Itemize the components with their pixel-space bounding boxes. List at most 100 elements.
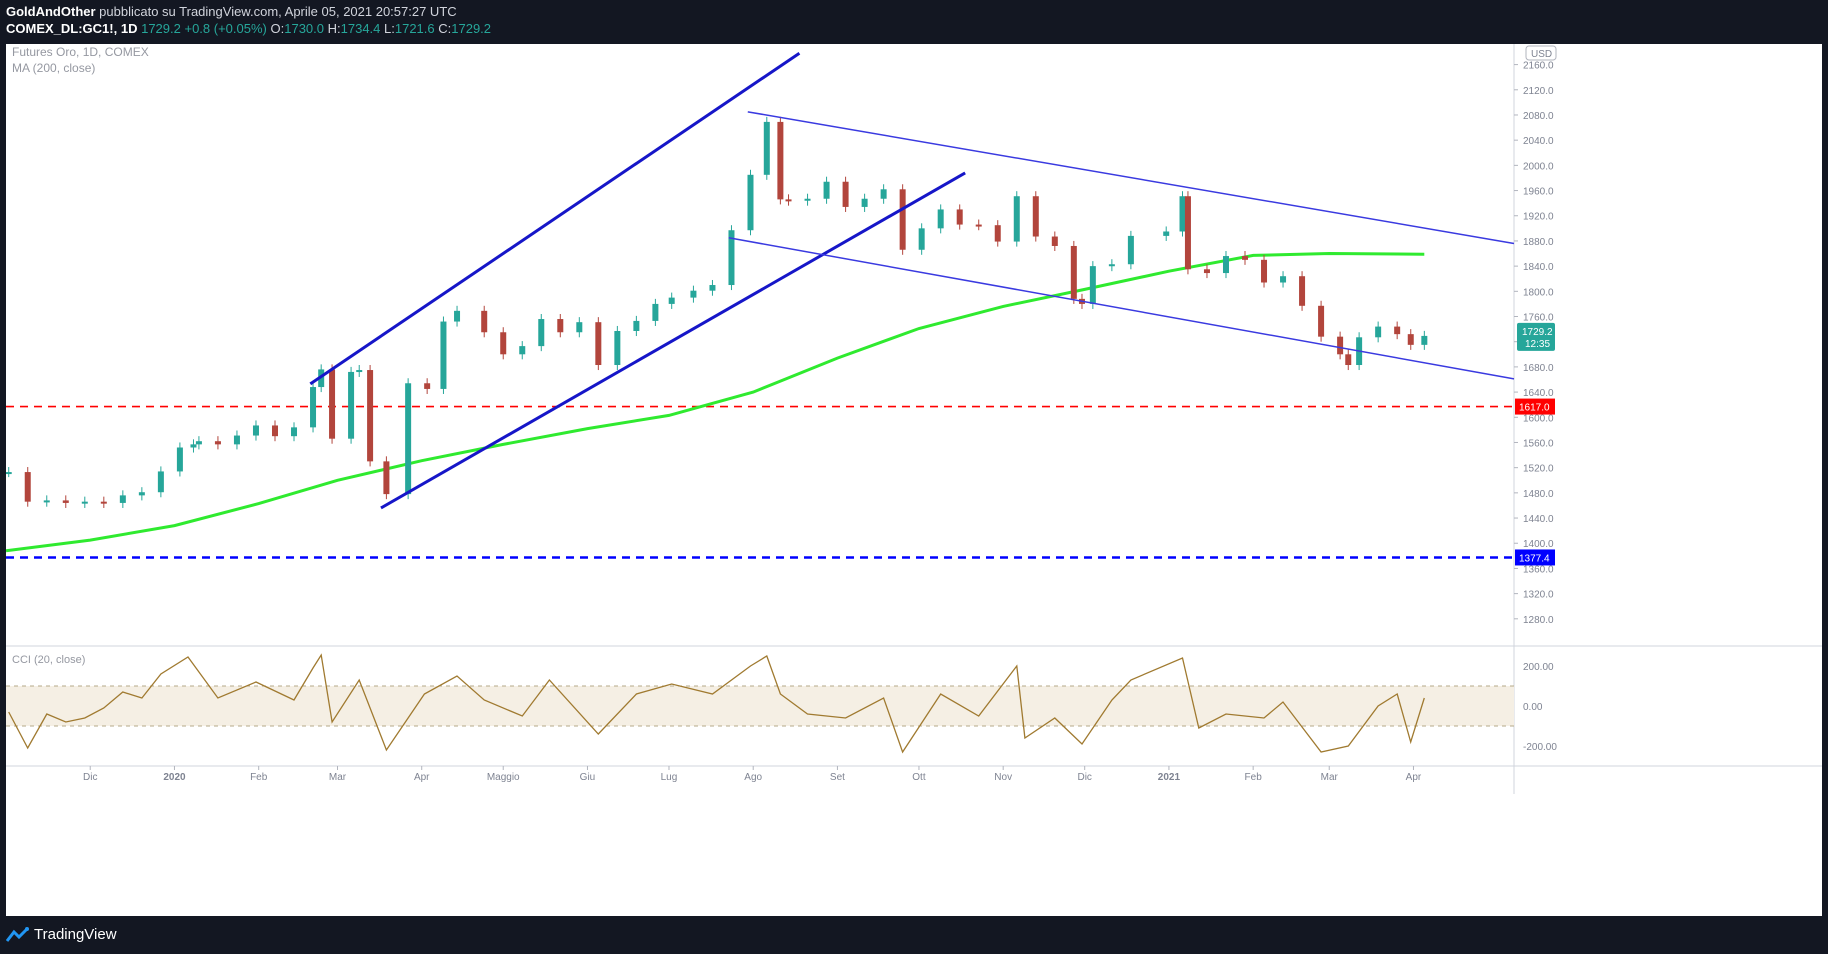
- footer-bar: TradingView: [0, 916, 1828, 954]
- candle-body: [1184, 196, 1191, 270]
- candle-body: [1089, 266, 1096, 304]
- price-tick-label: 1400.0: [1523, 539, 1554, 550]
- candle-body: [405, 383, 412, 495]
- candle-body: [1394, 326, 1401, 335]
- cci-tick-label: 200.00: [1523, 662, 1554, 673]
- horizontal-level-label: 1617.0: [1519, 403, 1550, 414]
- candle-body: [880, 189, 887, 199]
- time-tick-label: Feb: [250, 772, 268, 783]
- candle-body: [100, 501, 107, 504]
- symbol-label: COMEX_DL:GC1!, 1D: [6, 21, 138, 36]
- chart-title: Futures Oro, 1D, COMEX: [12, 45, 149, 59]
- candle-body: [1127, 235, 1134, 265]
- close-value: 1729.2: [451, 21, 492, 36]
- time-tick-label: Nov: [994, 772, 1012, 783]
- price-tick-label: 1320.0: [1523, 590, 1554, 601]
- candle-body: [1179, 196, 1186, 232]
- candle-body: [310, 387, 317, 428]
- brand-name[interactable]: TradingView: [34, 926, 117, 943]
- price-tick-label: 1520.0: [1523, 464, 1554, 475]
- candle-body: [709, 285, 716, 291]
- candle-body: [424, 383, 431, 389]
- candle-body: [214, 441, 221, 445]
- trendline: [309, 52, 801, 386]
- candle-body: [1421, 335, 1428, 345]
- candle-body: [804, 198, 811, 201]
- price-tick-label: 1880.0: [1523, 237, 1554, 248]
- ohlc-line: COMEX_DL:GC1!, 1D 1729.2 +0.8 (+0.05%) O…: [6, 20, 491, 38]
- candle-body: [668, 297, 675, 304]
- last-price-badge: [1517, 322, 1555, 351]
- trendline: [380, 171, 966, 510]
- time-tick-label: Giu: [580, 772, 596, 783]
- candle-body: [43, 500, 50, 503]
- candle-body: [557, 319, 564, 333]
- publish-line: GoldAndOther pubblicato su TradingView.c…: [6, 3, 457, 21]
- cci-line: [8, 653, 1425, 754]
- time-tick-label: Ago: [744, 772, 762, 783]
- price-tick-label: 2120.0: [1523, 86, 1554, 97]
- candle-body: [633, 320, 640, 331]
- candle-body: [138, 492, 145, 496]
- horizontal-level-badge: [1515, 398, 1555, 415]
- price-tick-label: 1960.0: [1523, 187, 1554, 198]
- candle-body: [1337, 336, 1344, 355]
- price-tick-label: 1840.0: [1523, 262, 1554, 273]
- candle-body: [1032, 196, 1039, 237]
- price-tick-label: 1360.0: [1523, 564, 1554, 575]
- price-chart-svg[interactable]: 1280.0 1320.0 1360.0 1400.0 1440.0 1480.0 1520…: [5, 44, 1822, 916]
- candle-body: [956, 209, 963, 225]
- candle-body: [1318, 305, 1325, 337]
- candle-body: [652, 303, 659, 321]
- cci-legend: CCI (20, close): [12, 654, 85, 666]
- candle-body: [62, 500, 69, 503]
- cci-band: [6, 686, 1514, 726]
- candle-body: [1222, 256, 1229, 274]
- time-tick-label: Set: [830, 772, 845, 783]
- ma-legend: MA (200, close): [12, 61, 95, 75]
- candle-body: [233, 435, 240, 445]
- candle-body: [190, 444, 197, 448]
- candle-body: [5, 472, 12, 475]
- time-tick-label: Feb: [1245, 772, 1263, 783]
- candle-body: [440, 321, 447, 389]
- candle-body: [975, 224, 982, 227]
- candle-body: [785, 199, 792, 202]
- candle-body: [747, 174, 754, 231]
- price-tick-label: 2000.0: [1523, 161, 1554, 172]
- candle-body: [994, 225, 1001, 242]
- price-tick-label: 2080.0: [1523, 111, 1554, 122]
- price-tick-label: 1480.0: [1523, 489, 1554, 500]
- candle-body: [823, 181, 830, 199]
- candle-body: [595, 322, 602, 366]
- candle-body: [367, 370, 374, 462]
- candle-body: [1070, 245, 1077, 299]
- price-tick-label: 1920.0: [1523, 212, 1554, 223]
- price-tick-label: 1800.0: [1523, 287, 1554, 298]
- candle-body: [1261, 259, 1268, 283]
- candle-body: [1407, 334, 1414, 345]
- chart-area[interactable]: 1280.0 1320.0 1360.0 1400.0 1440.0 1480.0 1520…: [5, 44, 1822, 916]
- price-tick-label: 1600.0: [1523, 413, 1554, 424]
- countdown-label: 12:35: [1525, 339, 1550, 350]
- trendline: [747, 111, 1515, 245]
- candle-body: [252, 425, 259, 436]
- candle-body: [842, 181, 849, 207]
- author-name[interactable]: GoldAndOther: [6, 4, 96, 19]
- ma200-line: [5, 251, 1425, 553]
- price-tick-label: 2040.0: [1523, 136, 1554, 147]
- price-tick-label: 2160.0: [1523, 61, 1554, 72]
- time-tick-label: Apr: [414, 772, 430, 783]
- tradingview-logo-icon[interactable]: [6, 927, 30, 943]
- candle-body: [119, 495, 126, 503]
- publish-info: pubblicato su TradingView.com, Aprile 05…: [99, 4, 457, 19]
- candle-body: [519, 346, 526, 355]
- candle-body: [1163, 231, 1170, 236]
- time-tick-label: 2020: [163, 772, 186, 783]
- candle-body: [1299, 276, 1306, 306]
- time-tick-label: Lug: [661, 772, 678, 783]
- last-price: 1729.2: [141, 21, 181, 36]
- candle-body: [1051, 236, 1058, 246]
- time-tick-label: Maggio: [487, 772, 520, 783]
- candle-body: [195, 441, 202, 445]
